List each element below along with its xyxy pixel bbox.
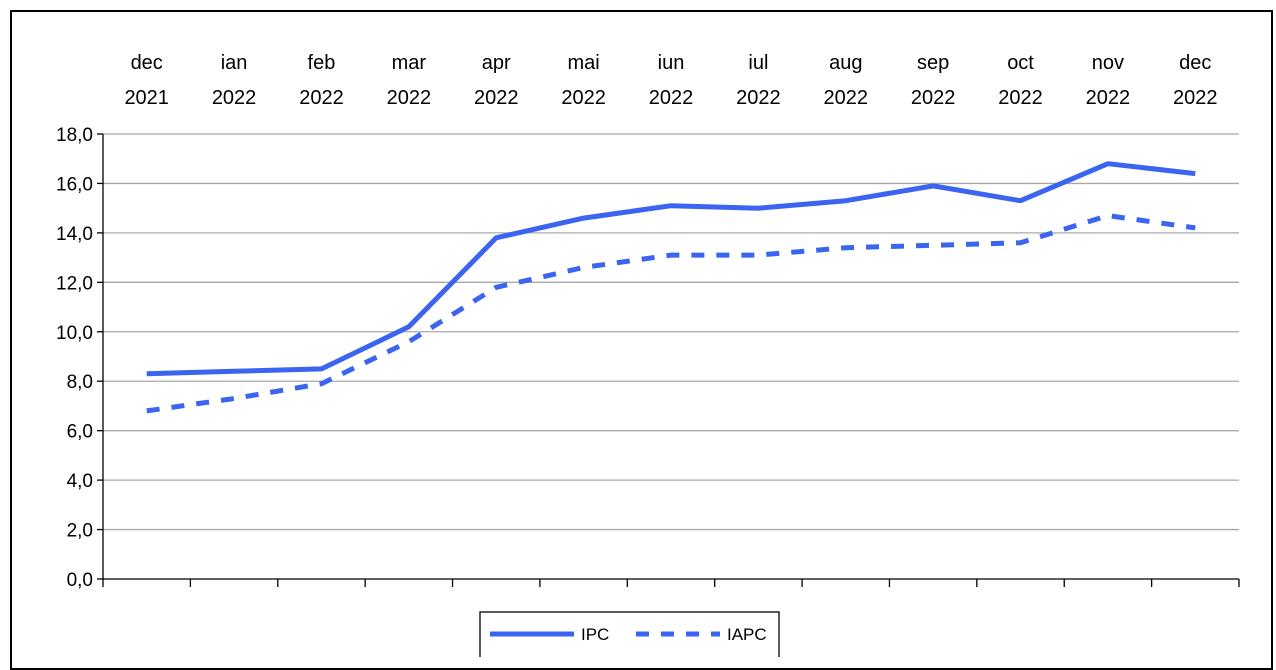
data-point-iapc — [930, 242, 936, 248]
data-point-iapc — [668, 252, 674, 258]
data-point-ipc — [668, 203, 674, 209]
data-point-iapc — [1105, 213, 1111, 219]
x-category-label-year: 2022 — [911, 87, 956, 109]
x-category-label-year: 2022 — [561, 87, 606, 109]
chart-frame — [10, 10, 1273, 670]
x-category-label-month: iun — [658, 52, 685, 74]
x-category-label-year: 2021 — [124, 87, 169, 109]
gridlines — [103, 133, 1239, 531]
data-point-iapc — [406, 339, 412, 345]
data-point-ipc — [318, 366, 324, 372]
x-axis-category-labels: dec 2021 ian 2022 feb 2022 mar 2022 apr 2022 mai 20… — [124, 52, 1217, 109]
x-category-label-year: 2022 — [736, 87, 781, 109]
x-category-label-month: dec — [1179, 52, 1211, 74]
legend: IPC IAPC — [479, 611, 780, 657]
x-category-label-year: 2022 — [212, 87, 257, 109]
data-point-ipc — [1192, 171, 1198, 177]
x-category-label-month: mar — [392, 52, 427, 74]
data-point-iapc — [144, 408, 150, 414]
data-point-ipc — [755, 205, 761, 211]
data-point-ipc — [493, 235, 499, 241]
x-category-label-month: ian — [221, 52, 248, 74]
data-point-ipc — [1018, 198, 1024, 204]
data-point-ipc — [581, 215, 587, 221]
x-category-label-month: apr — [482, 52, 511, 74]
data-point-iapc — [231, 396, 237, 402]
data-point-ipc — [930, 183, 936, 189]
series-lines — [144, 161, 1198, 414]
x-category-label-month: aug — [829, 52, 862, 74]
y-tick-label: 12,0 — [56, 273, 93, 294]
data-point-ipc — [144, 371, 150, 377]
x-category-label-year: 2022 — [1173, 87, 1218, 109]
y-tick-label: 16,0 — [56, 174, 93, 195]
series-line-ipc — [146, 161, 1196, 377]
x-category-label-month: oct — [1007, 52, 1034, 74]
x-category-label-month: iul — [748, 52, 768, 74]
x-category-label-month: dec — [131, 52, 163, 74]
x-category-label-month: mai — [567, 52, 599, 74]
x-category-label-year: 2022 — [387, 87, 432, 109]
x-category-label-year: 2022 — [649, 87, 694, 109]
x-category-label-month: feb — [308, 52, 336, 74]
data-point-iapc — [755, 252, 761, 258]
data-point-iapc — [1018, 240, 1024, 246]
y-tick-label: 18,0 — [56, 125, 93, 146]
x-category-label-month: nov — [1092, 52, 1124, 74]
x-category-label-year: 2022 — [1086, 87, 1131, 109]
y-tick-label: 0,0 — [67, 570, 93, 591]
data-point-ipc — [406, 324, 412, 330]
data-point-ipc — [231, 368, 237, 374]
x-category-label-year: 2022 — [474, 87, 519, 109]
y-tick-label: 2,0 — [67, 521, 93, 542]
data-point-iapc — [318, 381, 324, 387]
series-line-iapc — [146, 213, 1196, 414]
x-category-label-month: sep — [917, 52, 949, 74]
x-category-label-year: 2022 — [998, 87, 1043, 109]
data-point-iapc — [493, 284, 499, 290]
data-point-ipc — [1105, 161, 1111, 167]
y-tick-label: 8,0 — [67, 372, 93, 393]
legend-label-iapc: IAPC — [727, 625, 767, 644]
x-category-label-year: 2022 — [824, 87, 869, 109]
axes — [97, 133, 1240, 587]
y-tick-label: 10,0 — [56, 323, 93, 344]
y-tick-label: 4,0 — [67, 471, 93, 492]
legend-label-ipc: IPC — [581, 625, 609, 644]
data-point-iapc — [1192, 225, 1198, 231]
data-point-iapc — [581, 265, 587, 271]
y-tick-label: 6,0 — [67, 422, 93, 443]
x-category-label-year: 2022 — [299, 87, 344, 109]
data-point-ipc — [843, 198, 849, 204]
data-point-iapc — [843, 245, 849, 251]
y-axis-tick-labels: 0,0 2,0 4,0 6,0 8,0 10,0 12,0 14,0 16,0 18,0 — [56, 125, 93, 591]
y-tick-label: 14,0 — [56, 224, 93, 245]
